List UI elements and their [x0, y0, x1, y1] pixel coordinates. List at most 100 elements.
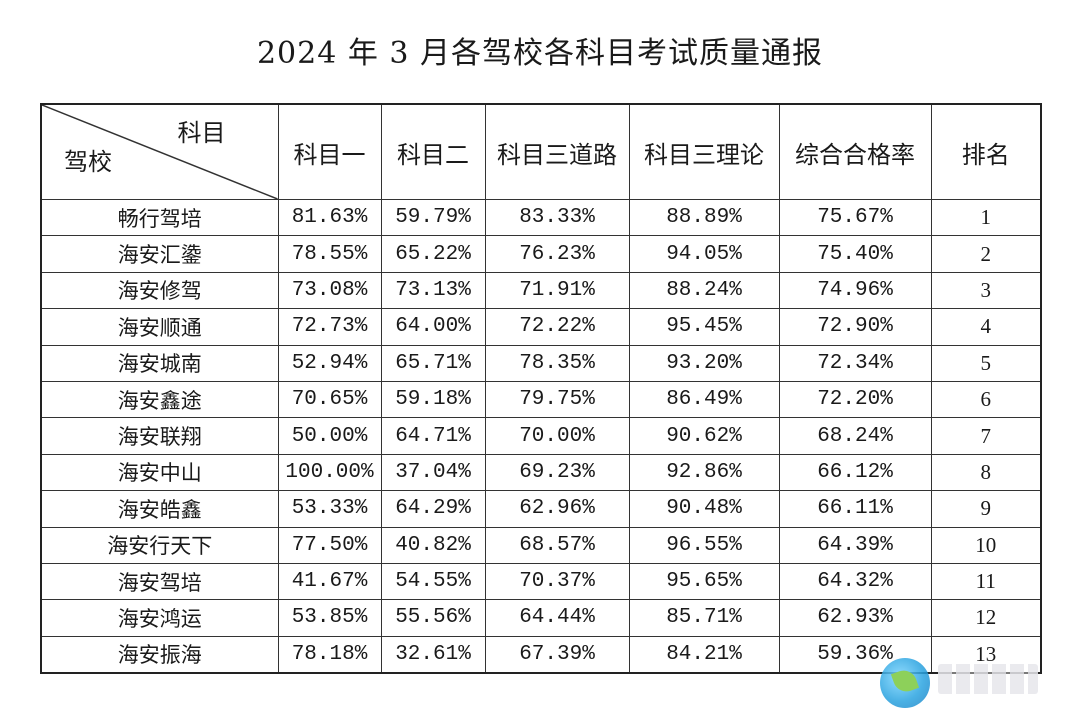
- overall-rate-cell: 66.11%: [778, 490, 932, 528]
- k1-rate-cell: 50.00%: [277, 417, 382, 455]
- watermark-text-blur: [938, 664, 1038, 694]
- k1-rate-cell: 53.33%: [277, 490, 382, 528]
- k1-rate-cell: 77.50%: [277, 526, 382, 564]
- column-header-rank: 排名: [930, 103, 1042, 200]
- table-row: 海安振海 78.18% 32.61% 67.39% 84.21% 59.36% 13: [40, 635, 1042, 674]
- k3-theory-rate-cell: 88.89%: [628, 198, 780, 237]
- k2-rate-cell: 37.04%: [380, 453, 486, 492]
- school-name-cell: 海安联翔: [40, 417, 279, 455]
- k3-theory-rate-cell: 85.71%: [628, 599, 780, 637]
- school-name-cell: 畅行驾培: [40, 198, 279, 237]
- school-name-cell: 海安鸿运: [40, 599, 279, 637]
- overall-rate-cell: 72.90%: [778, 308, 932, 346]
- k3-road-rate-cell: 69.23%: [484, 453, 630, 492]
- rank-cell: 6: [930, 380, 1042, 419]
- k3-road-rate-cell: 62.96%: [484, 490, 630, 528]
- k2-rate-cell: 65.22%: [380, 235, 486, 273]
- school-axis-label: 驾校: [64, 148, 112, 176]
- overall-rate-cell: 72.34%: [778, 344, 932, 382]
- school-name-cell: 海安修驾: [40, 271, 279, 310]
- overall-rate-cell: 64.39%: [778, 526, 932, 564]
- k1-rate-cell: 100.00%: [277, 453, 382, 492]
- k1-rate-cell: 70.65%: [277, 380, 382, 419]
- rank-cell: 12: [930, 599, 1042, 637]
- rank-cell: 10: [930, 526, 1042, 564]
- k3-road-rate-cell: 70.00%: [484, 417, 630, 455]
- rank-cell: 2: [930, 235, 1042, 273]
- column-header-k3-theory: 科目三理论: [628, 103, 780, 200]
- school-name-cell: 海安鑫途: [40, 380, 279, 419]
- table-row: 海安城南 52.94% 65.71% 78.35% 93.20% 72.34% 5: [40, 344, 1042, 382]
- diagonal-header-cell: 科目 驾校: [40, 103, 279, 200]
- k1-rate-cell: 41.67%: [277, 562, 382, 601]
- k3-road-rate-cell: 72.22%: [484, 308, 630, 346]
- k2-rate-cell: 32.61%: [380, 635, 486, 674]
- school-name-cell: 海安顺通: [40, 308, 279, 346]
- subject-axis-label: 科目: [177, 119, 226, 147]
- k3-road-rate-cell: 70.37%: [484, 562, 630, 601]
- table-row: 海安鸿运 53.85% 55.56% 64.44% 85.71% 62.93% 12: [40, 599, 1042, 637]
- k3-theory-rate-cell: 95.45%: [628, 308, 780, 346]
- k1-rate-cell: 72.73%: [277, 308, 382, 346]
- k1-rate-cell: 73.08%: [277, 271, 382, 310]
- k2-rate-cell: 55.56%: [380, 599, 486, 637]
- school-name-cell: 海安汇鍌: [40, 235, 279, 273]
- k1-rate-cell: 53.85%: [277, 599, 382, 637]
- k2-rate-cell: 64.71%: [380, 417, 486, 455]
- k2-rate-cell: 73.13%: [380, 271, 486, 310]
- k3-theory-rate-cell: 86.49%: [628, 380, 780, 419]
- overall-rate-cell: 74.96%: [778, 271, 932, 310]
- k3-theory-rate-cell: 95.65%: [628, 562, 780, 601]
- school-name-cell: 海安振海: [40, 635, 279, 674]
- k2-rate-cell: 54.55%: [380, 562, 486, 601]
- overall-rate-cell: 66.12%: [778, 453, 932, 492]
- table-row: 海安鑫途 70.65% 59.18% 79.75% 86.49% 72.20% 6: [40, 380, 1042, 419]
- rank-cell: 8: [930, 453, 1042, 492]
- quality-report-table: 科目 驾校 科目一 科目二 科目三道路 科目三理论 综合合格率 排名 畅行驾培 8…: [40, 103, 1042, 675]
- school-name-cell: 海安行天下: [40, 526, 279, 564]
- watermark: [876, 656, 1076, 712]
- k3-theory-rate-cell: 84.21%: [628, 635, 780, 674]
- school-name-cell: 海安驾培: [40, 562, 279, 601]
- k3-theory-rate-cell: 90.62%: [628, 417, 780, 455]
- column-header-k1: 科目一: [277, 103, 382, 200]
- school-name-cell: 海安城南: [40, 344, 279, 382]
- k3-theory-rate-cell: 92.86%: [628, 453, 780, 492]
- k3-theory-rate-cell: 94.05%: [628, 235, 780, 273]
- k2-rate-cell: 64.29%: [380, 490, 486, 528]
- k3-road-rate-cell: 71.91%: [484, 271, 630, 310]
- table-row: 海安中山 100.00% 37.04% 69.23% 92.86% 66.12% 8: [40, 453, 1042, 492]
- k2-rate-cell: 40.82%: [380, 526, 486, 564]
- k1-rate-cell: 78.55%: [277, 235, 382, 273]
- rank-cell: 7: [930, 417, 1042, 455]
- k3-road-rate-cell: 79.75%: [484, 380, 630, 419]
- diagonal-line: [42, 105, 278, 199]
- page-title: 2024 年 3 月各驾校各科目考试质量通报: [256, 36, 824, 71]
- k3-road-rate-cell: 64.44%: [484, 599, 630, 637]
- k2-rate-cell: 59.18%: [380, 380, 486, 419]
- k3-theory-rate-cell: 90.48%: [628, 490, 780, 528]
- table-row: 海安汇鍌 78.55% 65.22% 76.23% 94.05% 75.40% 2: [40, 235, 1042, 273]
- table-row: 海安修驾 73.08% 73.13% 71.91% 88.24% 74.96% 3: [40, 271, 1042, 310]
- k3-road-rate-cell: 76.23%: [484, 235, 630, 273]
- rank-cell: 9: [930, 490, 1042, 528]
- table-body: 畅行驾培 81.63% 59.79% 83.33% 88.89% 75.67% 1 海安汇鍌 7…: [40, 198, 1042, 674]
- k3-theory-rate-cell: 88.24%: [628, 271, 780, 310]
- table-row: 海安顺通 72.73% 64.00% 72.22% 95.45% 72.90% 4: [40, 308, 1042, 346]
- school-name-cell: 海安皓鑫: [40, 490, 279, 528]
- overall-rate-cell: 72.20%: [778, 380, 932, 419]
- column-header-k2: 科目二: [380, 103, 486, 200]
- table-row: 海安联翔 50.00% 64.71% 70.00% 90.62% 68.24% 7: [40, 417, 1042, 455]
- header-row: 科目 驾校 科目一 科目二 科目三道路 科目三理论 综合合格率 排名: [40, 103, 1042, 200]
- overall-rate-cell: 64.32%: [778, 562, 932, 601]
- k3-road-rate-cell: 67.39%: [484, 635, 630, 674]
- overall-rate-cell: 75.40%: [778, 235, 932, 273]
- table-row: 海安皓鑫 53.33% 64.29% 62.96% 90.48% 66.11% 9: [40, 490, 1042, 528]
- k1-rate-cell: 52.94%: [277, 344, 382, 382]
- table-row: 海安驾培 41.67% 54.55% 70.37% 95.65% 64.32% 11: [40, 562, 1042, 601]
- table-row: 畅行驾培 81.63% 59.79% 83.33% 88.89% 75.67% 1: [40, 198, 1042, 237]
- overall-rate-cell: 62.93%: [778, 599, 932, 637]
- k3-road-rate-cell: 78.35%: [484, 344, 630, 382]
- table-row: 海安行天下 77.50% 40.82% 68.57% 96.55% 64.39% 10: [40, 526, 1042, 564]
- rank-cell: 11: [930, 562, 1042, 601]
